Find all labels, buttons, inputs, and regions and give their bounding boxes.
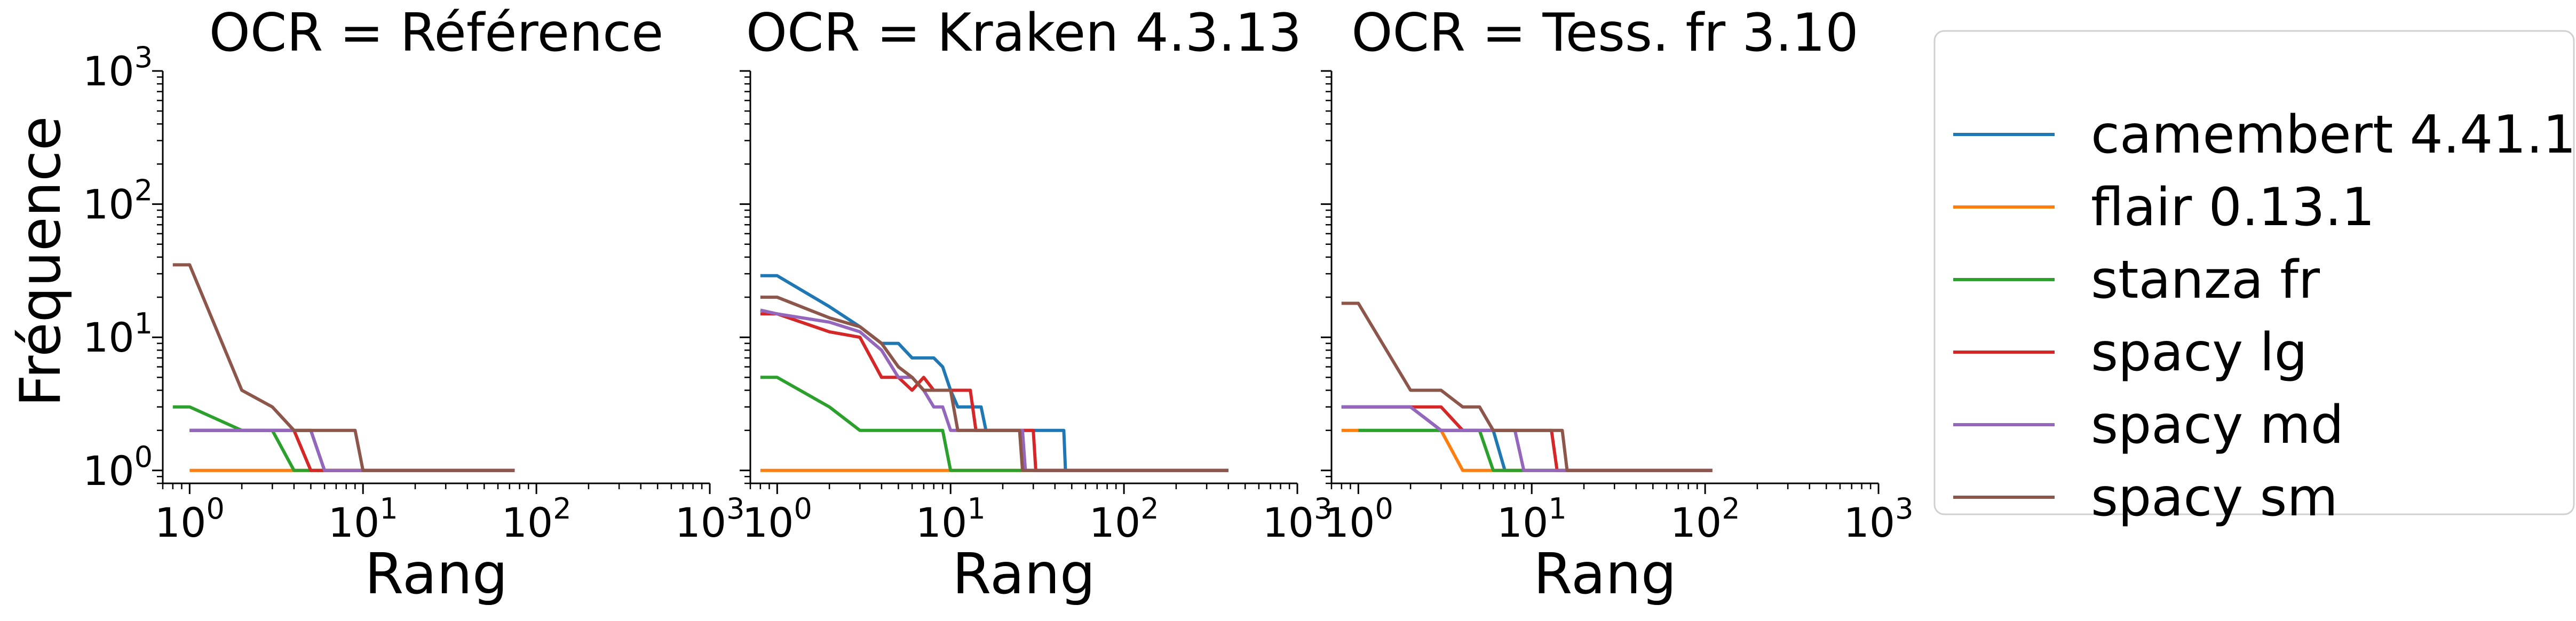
- x-axis-label: Rang: [364, 542, 508, 607]
- legend-item: spacy lg: [1953, 322, 2308, 383]
- y-axis-label: Fréquence: [8, 116, 73, 407]
- series-line-spacy-sm: [172, 263, 515, 472]
- legend-item: spacy sm: [1953, 467, 2338, 528]
- legend-item: spacy md: [1953, 395, 2344, 456]
- legend-label: flair 0.13.1: [2091, 177, 2375, 238]
- series-line-spacy-sm: [760, 296, 1228, 472]
- legend-label: camembert 4.41.1: [2091, 105, 2576, 165]
- legend-frame: [1933, 30, 2575, 515]
- legend-label: spacy sm: [2091, 467, 2338, 528]
- legend-label: spacy lg: [2091, 322, 2308, 383]
- legend: camembert 4.41.1 flair 0.13.1 stanza fr spa…: [1933, 30, 2576, 528]
- series-line-spacy-md: [1341, 405, 1713, 472]
- panel-title: OCR = Kraken 4.3.13: [746, 3, 1302, 63]
- panel-title: OCR = Tess. fr 3.10: [1351, 3, 1858, 63]
- legend-item: stanza fr: [1953, 250, 2320, 310]
- legend-label: stanza fr: [2091, 250, 2320, 310]
- series-line-spacy-sm: [1341, 301, 1713, 472]
- x-tick-label: 103: [1262, 492, 1332, 546]
- series-line-stanza-fr: [760, 376, 1228, 472]
- legend-item: camembert 4.41.1: [1953, 105, 2576, 165]
- panel-title: OCR = Référence: [209, 3, 664, 63]
- legend-item: flair 0.13.1: [1953, 177, 2375, 238]
- legend-label: spacy md: [2091, 395, 2344, 456]
- x-axis-label: Rang: [952, 542, 1095, 607]
- y-tick-label: 102: [83, 174, 153, 228]
- x-axis-label: Rang: [1533, 542, 1676, 607]
- x-tick-label: 101: [916, 492, 986, 546]
